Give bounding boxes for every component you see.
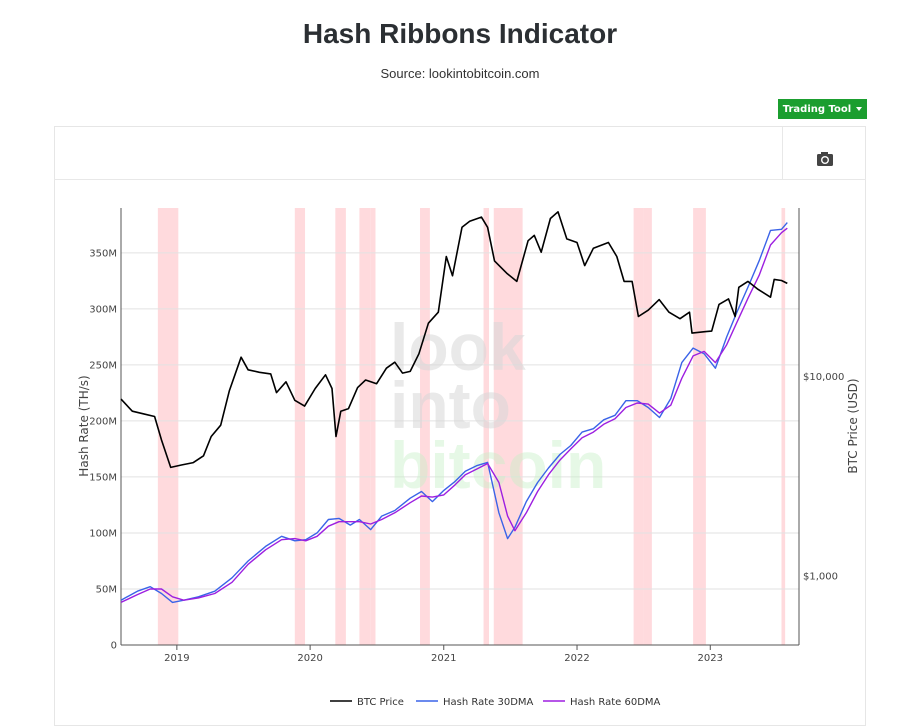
capitulation-band [633, 208, 644, 645]
x-tick-label: 2023 [698, 653, 723, 664]
y-left-tick-label: 150M [89, 472, 117, 483]
chart-legend: BTC Price Hash Rate 30DMA Hash Rate 60DMA [330, 697, 661, 708]
capitulation-band [335, 208, 346, 645]
capitulation-band [483, 208, 490, 645]
x-tick-label: 2021 [431, 653, 456, 664]
legend-label: BTC Price [357, 697, 404, 708]
series-line-hash-rate-30dma [120, 222, 788, 604]
y-axis-left-label: Hash Rate (TH/s) [77, 375, 91, 476]
capitulation-band [157, 208, 179, 645]
y-axis-right-label: BTC Price (USD) [846, 378, 860, 473]
page-subtitle: Source: lookintobitcoin.com [380, 66, 540, 81]
watermark: look into bitcoin [390, 310, 606, 502]
y-right-tick-label: $1,000 [803, 571, 838, 582]
series-line-btc-price [120, 211, 788, 469]
trading-tool-label: Trading Tool [782, 103, 852, 115]
chart-series [120, 211, 788, 604]
capitulation-band [493, 208, 523, 645]
x-tick-label: 2019 [164, 653, 189, 664]
camera-button[interactable] [812, 150, 838, 170]
tick-labels: 0 50M 100M 150M 200M 250M 300M 350M $1,000 $10,00… [89, 248, 844, 664]
y-left-tick-label: 50M [96, 584, 117, 595]
capitulation-band [370, 208, 376, 645]
capitulation-band [294, 208, 306, 645]
watermark-line2: into [390, 368, 511, 442]
x-tick-label: 2020 [297, 653, 322, 664]
capitulation-band [359, 208, 371, 645]
watermark-line1: look [390, 310, 526, 384]
watermark-line3: bitcoin [390, 428, 606, 502]
y-left-tick-label: 0 [111, 641, 117, 652]
y-right-tick-label: $10,000 [803, 372, 844, 383]
chart-axes [120, 208, 800, 650]
legend-label: Hash Rate 60DMA [570, 697, 661, 708]
y-left-tick-label: 250M [89, 360, 117, 371]
capitulation-band [781, 208, 786, 645]
x-tick-label: 2022 [564, 653, 589, 664]
legend-label: Hash Rate 30DMA [443, 697, 534, 708]
camera-icon [817, 152, 833, 166]
panel-divider [54, 179, 866, 180]
panel-toolbar-separator [782, 127, 783, 179]
capitulation-bands [157, 208, 786, 645]
caret-down-icon [856, 107, 863, 111]
trading-tool-button[interactable]: Trading Tool [778, 99, 867, 119]
y-left-tick-label: 200M [89, 416, 117, 427]
y-left-tick-label: 300M [89, 304, 117, 315]
capitulation-band [643, 208, 652, 645]
page-title: Hash Ribbons Indicator [302, 18, 618, 49]
capitulation-band [693, 208, 706, 645]
series-line-hash-rate-60dma [120, 227, 788, 604]
y-left-tick-label: 100M [89, 528, 117, 539]
capitulation-band [420, 208, 430, 645]
y-left-tick-label: 350M [89, 248, 117, 259]
